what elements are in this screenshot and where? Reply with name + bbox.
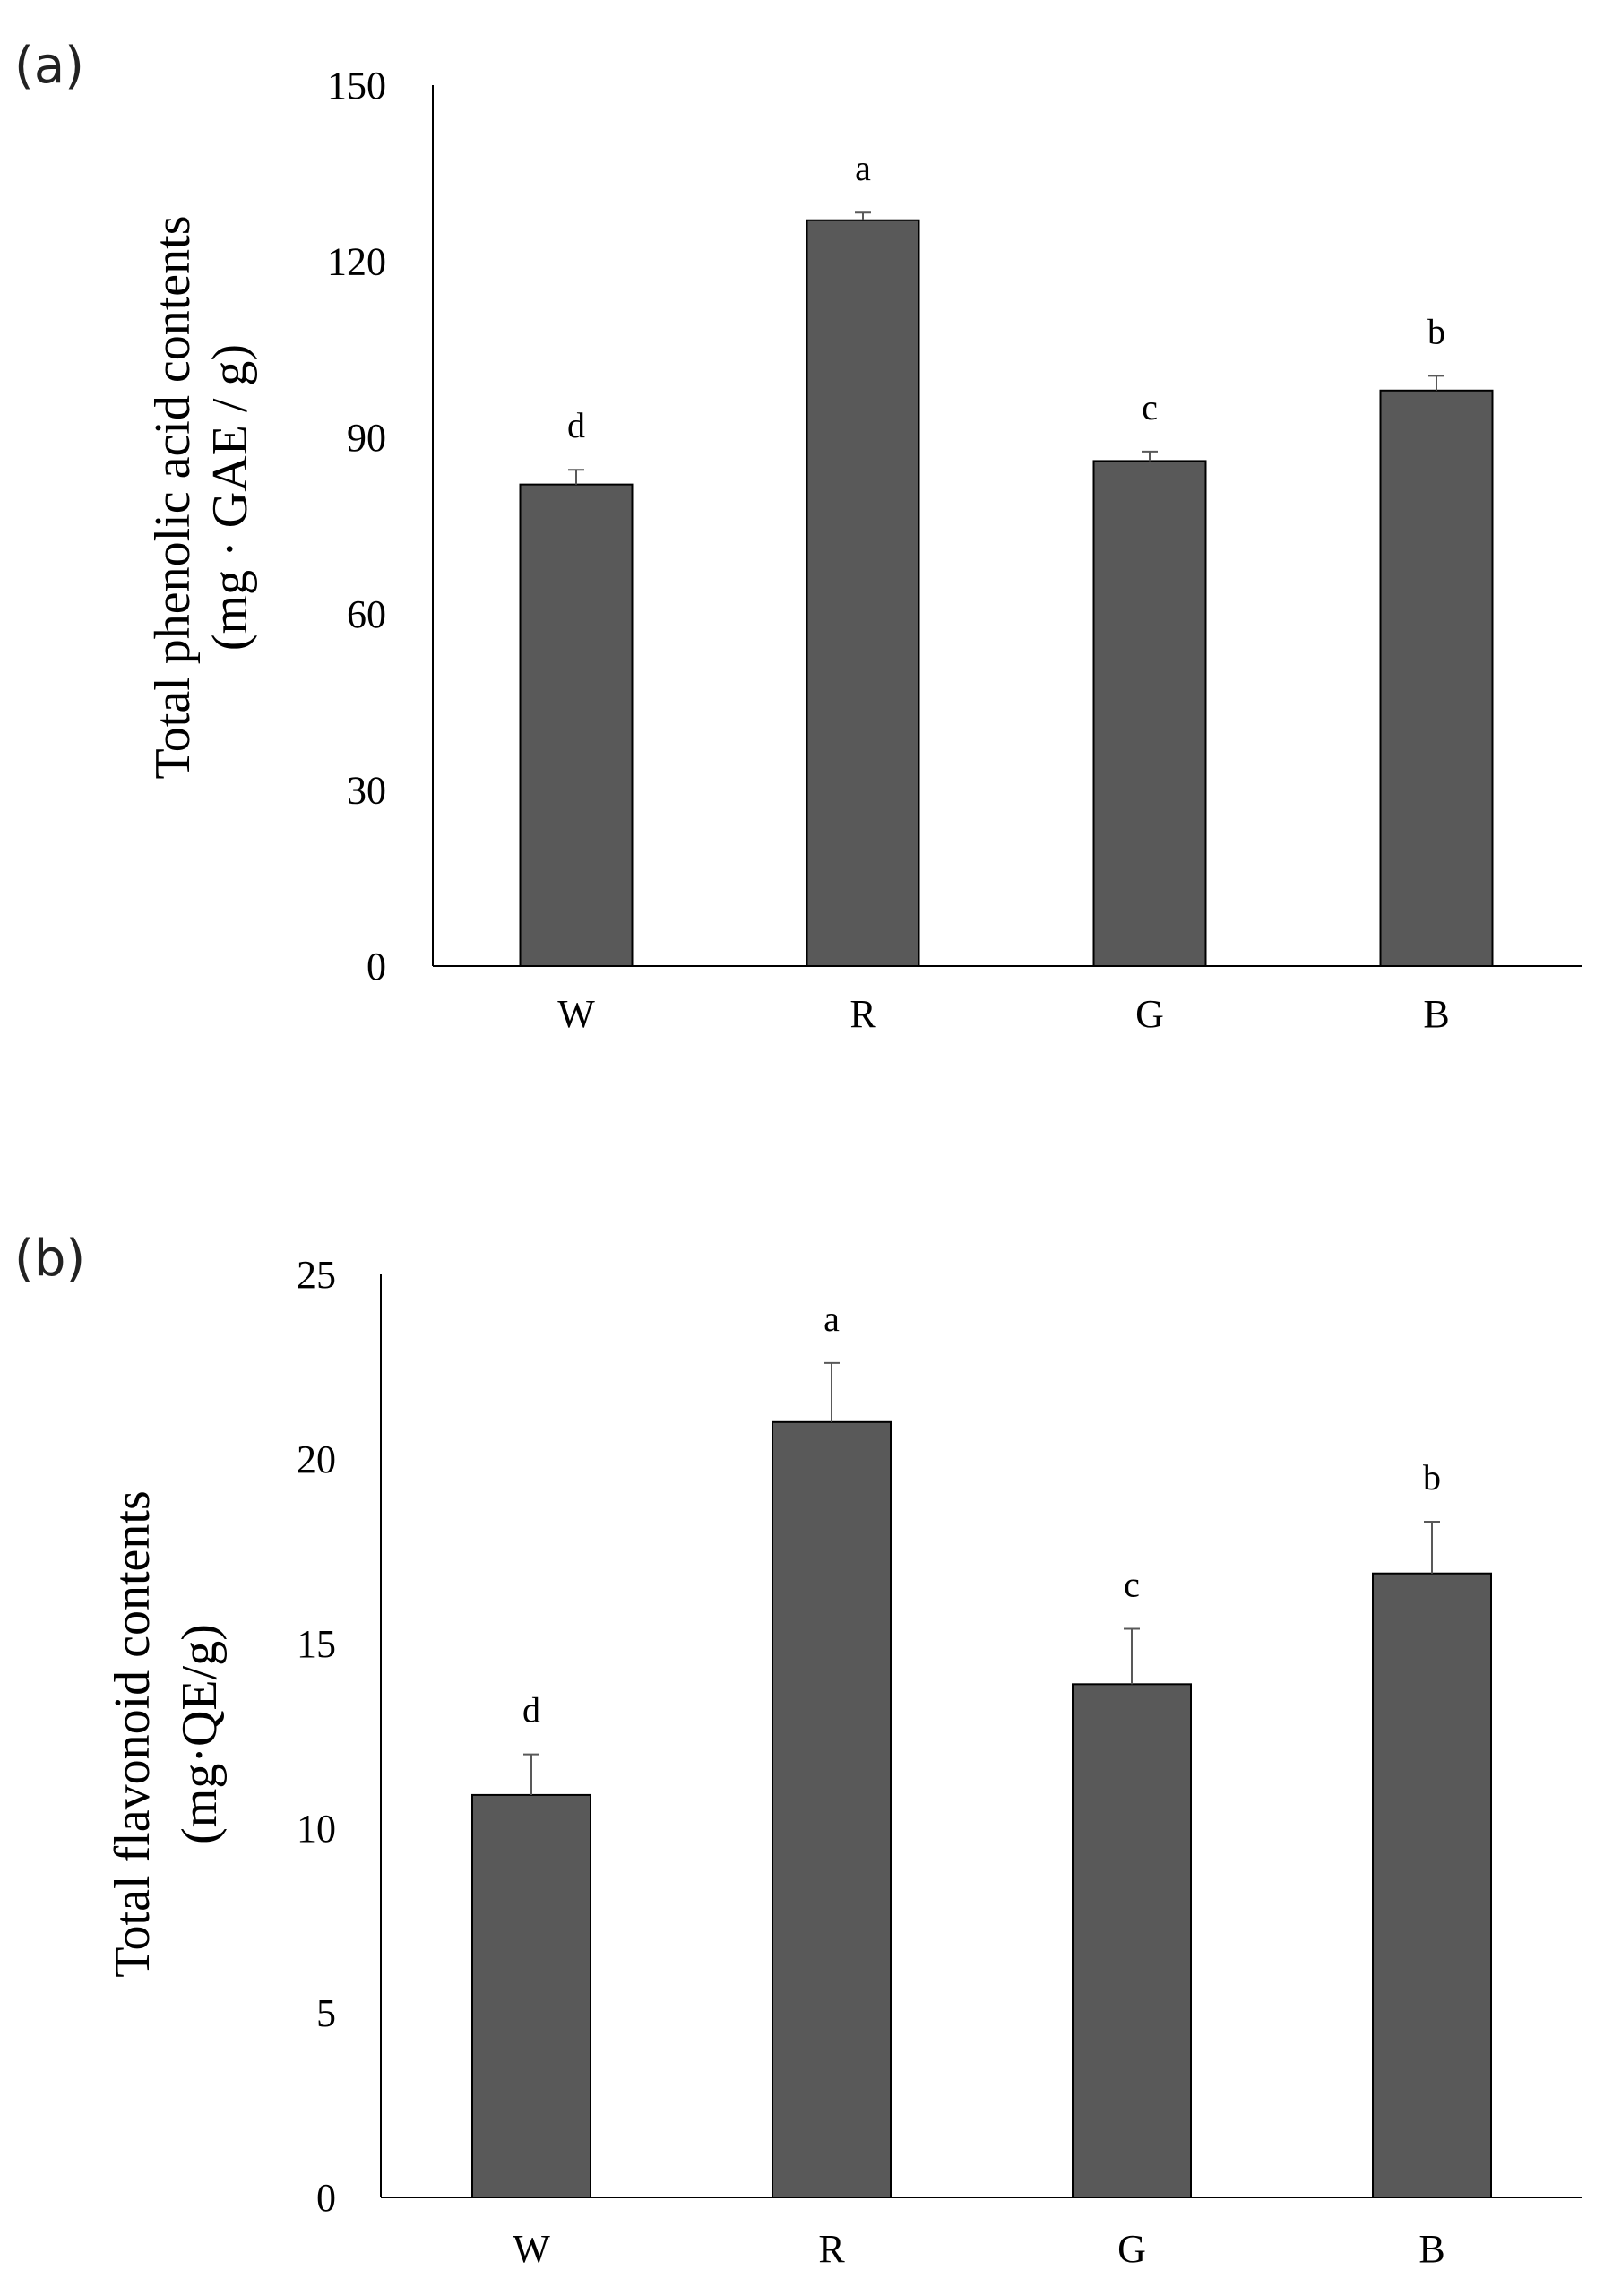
x-category-label: W [557,992,595,1036]
y-axis-title: Total phenolic acid contents [145,216,201,780]
y-axis-title: Total flavonoid contents [105,1490,160,1978]
x-category-label: R [818,2227,845,2271]
significance-label: c [1142,387,1158,427]
y-tick-label: 90 [347,416,386,460]
significance-label: b [1427,311,1445,351]
y-tick-label: 150 [327,64,386,108]
y-tick-label: 5 [316,1991,336,2035]
significance-label: c [1124,1565,1140,1605]
bar-R [806,219,920,967]
significance-label: b [1423,1457,1441,1498]
bar-B [1379,389,1494,968]
x-category-label: R [849,992,876,1036]
bar-W [519,483,634,967]
significance-label: a [855,148,871,188]
x-category-label: G [1117,2227,1146,2271]
bar-R [772,1420,892,2199]
bar-B [1372,1572,1492,2198]
panel-label: (b) [14,1230,85,1288]
significance-label: a [824,1299,840,1339]
x-category-label: B [1419,2227,1444,2271]
y-tick-label: 60 [347,592,386,636]
y-tick-label: 10 [297,1807,336,1851]
y-tick-label: 25 [297,1253,336,1297]
bar-W [471,1793,591,2199]
bar-G [1072,1683,1192,2198]
chart-a: (a) 0 30 60 90 120 150 d Wa Rc Gb B Total phenolic a… [14,37,1582,1036]
x-category-label: W [513,2227,550,2271]
x-category-label: B [1423,992,1449,1036]
chart-b: (b) 0 5 10 15 20 25 d Wa Rc Gb B Total flavonoid con… [14,1230,1582,2271]
significance-label: d [522,1690,540,1731]
significance-label: d [567,405,585,445]
y-tick-label: 30 [347,768,386,812]
y-axis-unit: (mg·QE/g) [172,1624,228,1844]
bar-G [1092,460,1207,967]
y-tick-label: 0 [316,2176,336,2220]
panel-label: (a) [14,37,84,95]
x-category-label: G [1135,992,1164,1036]
y-tick-label: 120 [327,240,386,284]
y-tick-label: 15 [297,1622,336,1666]
y-tick-label: 20 [297,1437,336,1481]
y-tick-label: 0 [367,945,386,988]
y-axis-unit: (mg · GAE / g) [203,344,258,651]
